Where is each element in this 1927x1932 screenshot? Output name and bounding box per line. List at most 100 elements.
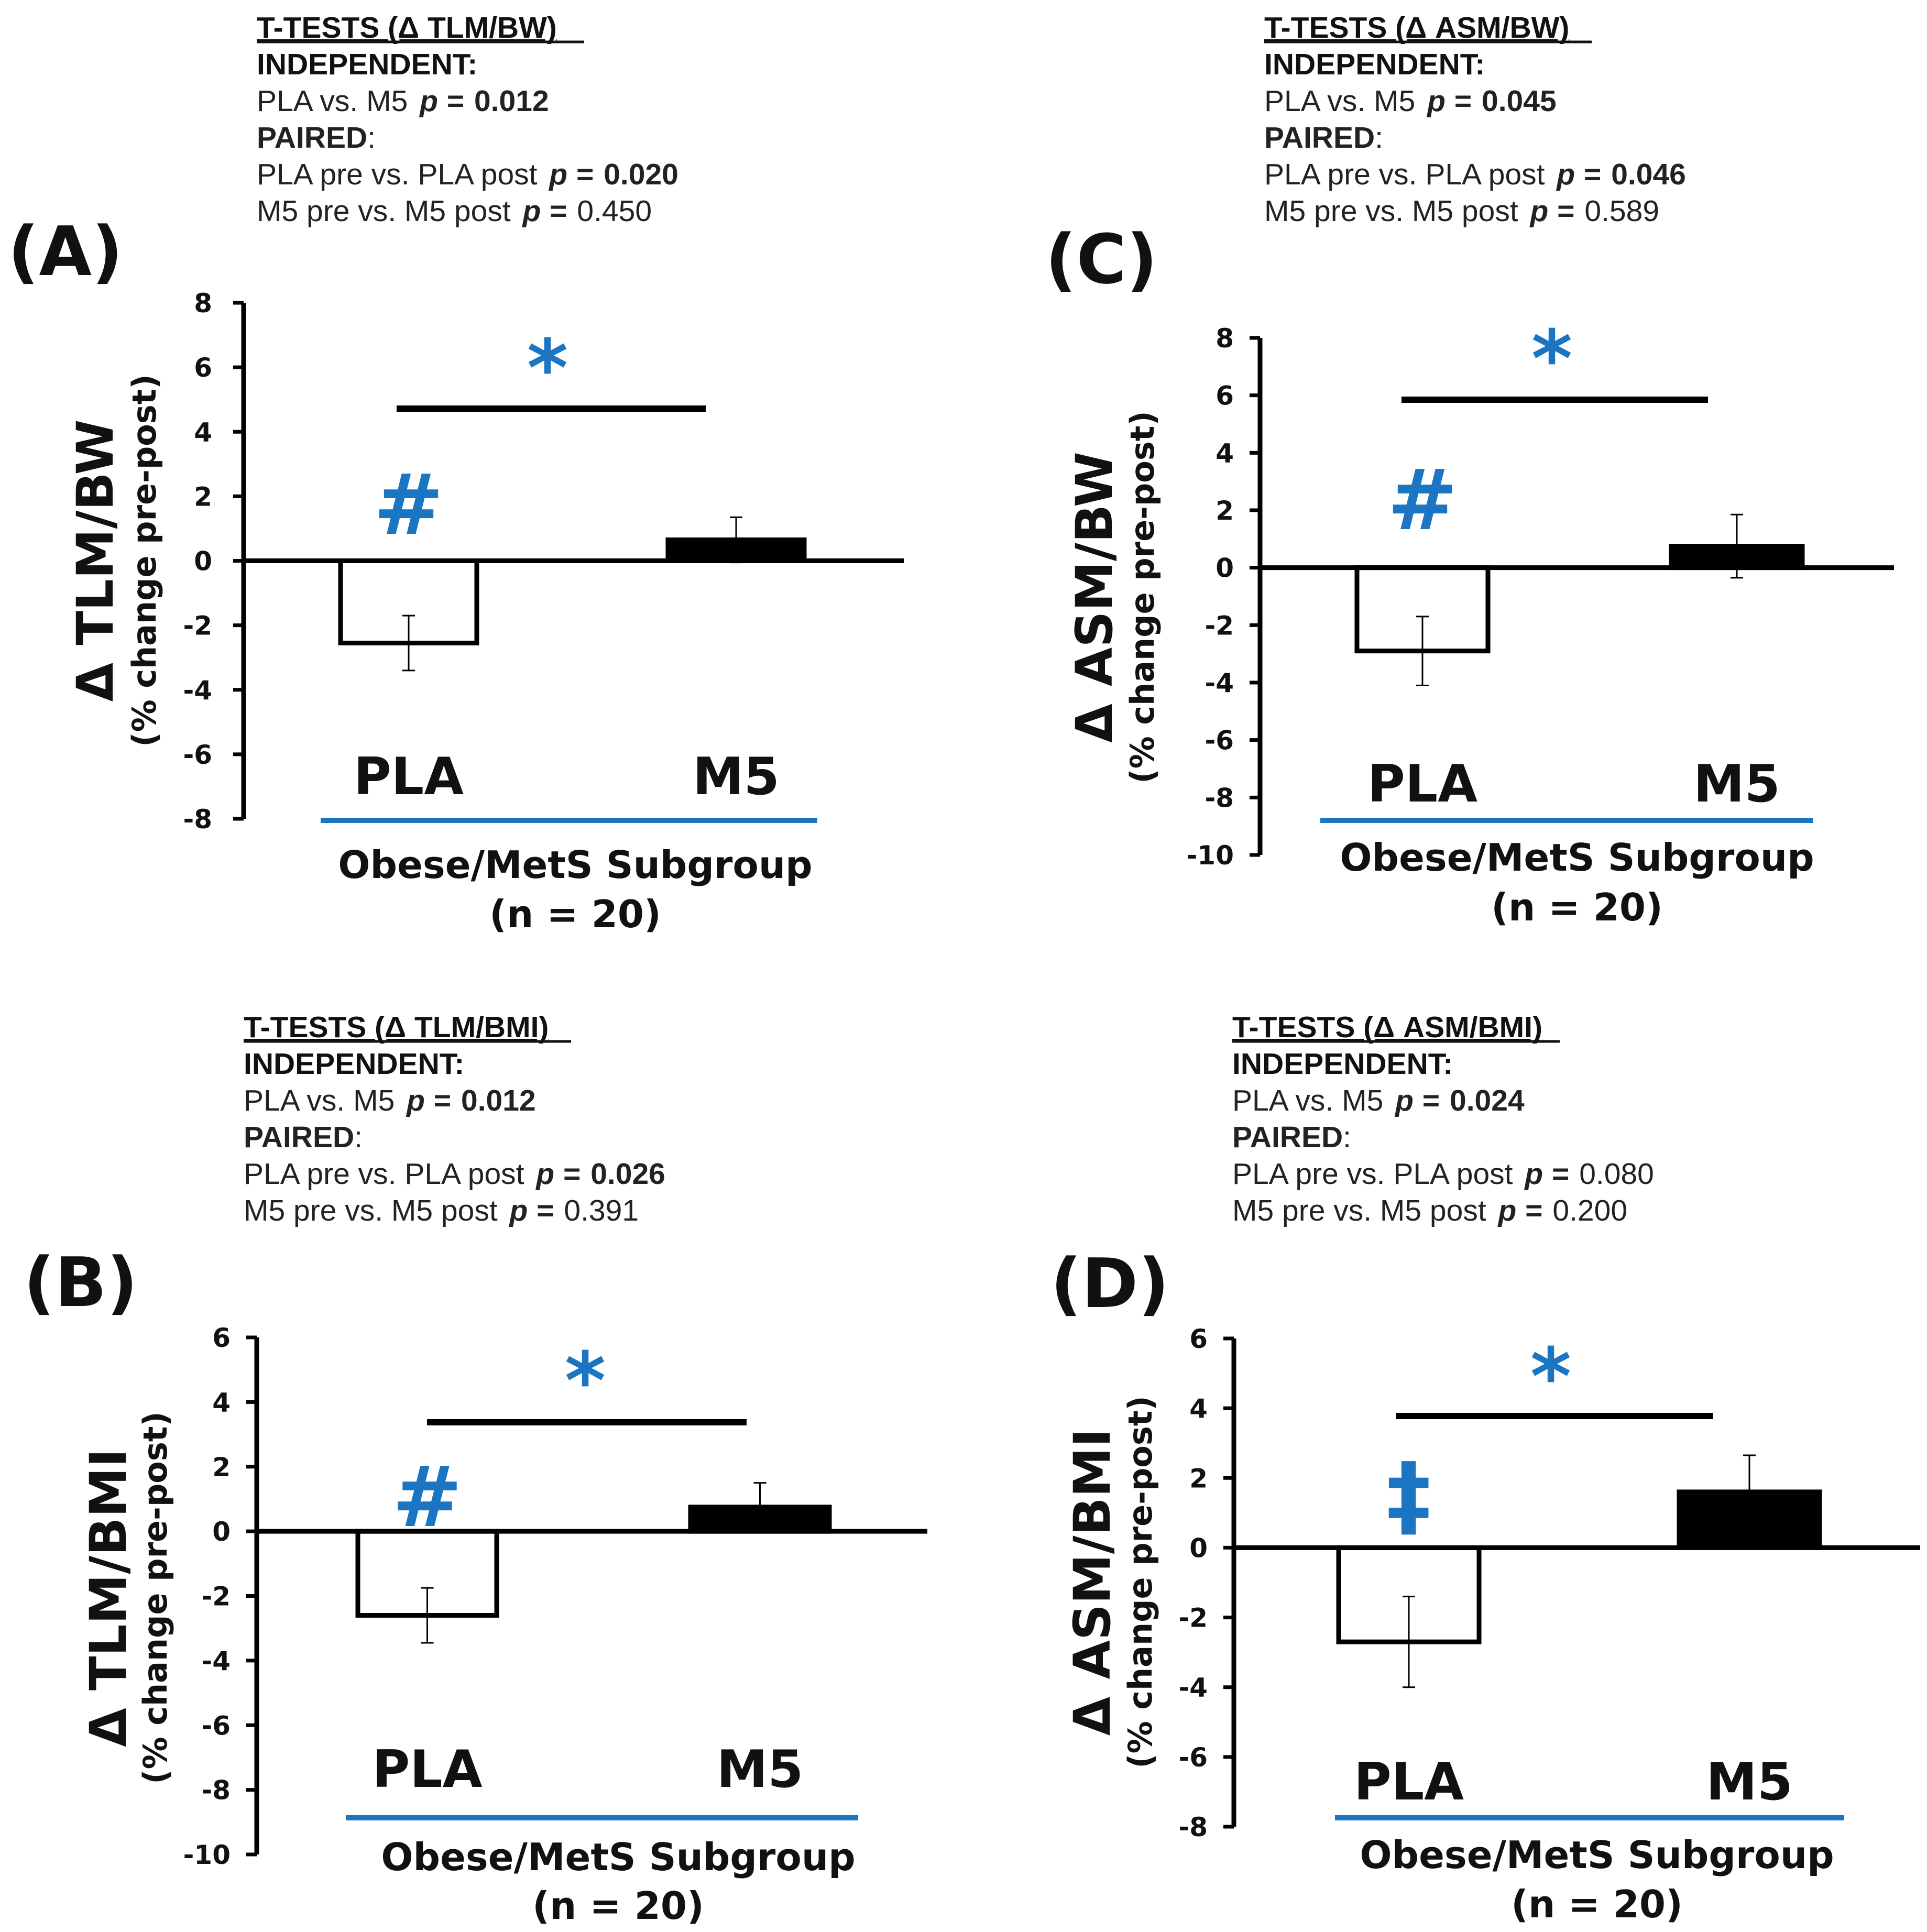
p-value: 0.080 [1579, 1157, 1654, 1191]
panel-c: T-TESTS (Δ ASM/BW)INDEPENDENT:PLA vs. M5… [1045, 11, 1894, 929]
comparison: PLA vs. M5 [1264, 84, 1415, 118]
comparison: M5 pre vs. M5 post [1232, 1194, 1486, 1227]
y-tick-label: 0 [194, 546, 212, 577]
y-tick-label: -2 [201, 1582, 231, 1612]
within-group-marker: ‡ [1387, 1444, 1431, 1547]
panel-label: (A) [8, 212, 123, 291]
x-axis-sample-size: (n = 20) [489, 892, 661, 936]
p-label: p = [1524, 1157, 1569, 1191]
paired-label-text: PAIRED [244, 1121, 354, 1154]
stats-title: T-TESTS (Δ ASM/BMI) [1232, 1011, 1542, 1044]
y-tick-label: 8 [194, 288, 212, 319]
paired-colon: : [354, 1121, 363, 1154]
paired-row: PLA pre vs. PLA post p = 0.046 [1264, 158, 1686, 191]
within-group-marker: # [392, 1448, 462, 1546]
comparison: M5 pre vs. M5 post [244, 1194, 498, 1227]
category-label-m5: M5 [1693, 754, 1780, 814]
y-tick-label: 0 [1216, 553, 1234, 584]
y-tick-label: 6 [194, 353, 212, 383]
comparison: PLA vs. M5 [257, 84, 408, 118]
stats-title: T-TESTS (Δ TLM/BW) [257, 11, 557, 45]
p-label: p = [419, 84, 464, 118]
y-axis-sublabel: (% change pre-post) [136, 1411, 174, 1784]
p-label: p = [535, 1157, 580, 1191]
y-tick-label: -8 [1178, 1812, 1208, 1842]
paired-colon: : [1375, 121, 1383, 155]
stats-block: T-TESTS (Δ TLM/BW)INDEPENDENT:PLA vs. M5… [257, 11, 678, 228]
y-tick-label: 4 [1189, 1393, 1208, 1424]
y-axis-label: Δ TLM/BW [66, 420, 125, 702]
y-axis-label: Δ ASM/BMI [1063, 1429, 1122, 1736]
panel-d: T-TESTS (Δ ASM/BMI)INDEPENDENT:PLA vs. M… [1050, 1011, 1920, 1926]
y-tick-label: 0 [1189, 1533, 1208, 1563]
y-axis-sublabel: (% change pre-post) [1123, 411, 1162, 784]
comparison: PLA vs. M5 [1232, 1084, 1383, 1117]
y-tick-label: 2 [212, 1452, 231, 1483]
stats-block: T-TESTS (Δ TLM/BMI)INDEPENDENT:PLA vs. M… [244, 1011, 665, 1227]
y-tick-label: -4 [183, 675, 212, 706]
y-tick-label: -2 [183, 611, 212, 641]
y-tick-label: 2 [1216, 496, 1234, 526]
significance-star: * [1530, 1332, 1571, 1423]
y-tick-label: -6 [201, 1710, 231, 1741]
p-value: 0.045 [1482, 84, 1557, 118]
paired-colon: : [1343, 1121, 1351, 1154]
p-label: p = [548, 158, 593, 191]
y-tick-label: 8 [1216, 323, 1234, 354]
p-value: 0.024 [1450, 1084, 1525, 1117]
y-tick-label: -8 [201, 1775, 231, 1806]
p-value: 0.391 [564, 1194, 639, 1227]
category-label-pla: PLA [1354, 1752, 1464, 1812]
p-label: p = [521, 194, 566, 228]
paired-label: PAIRED: [1264, 121, 1383, 155]
paired-row: M5 pre vs. M5 post p = 0.589 [1264, 194, 1659, 228]
paired-label: PAIRED: [1232, 1121, 1351, 1154]
y-axis-label: Δ TLM/BMI [79, 1448, 138, 1747]
p-label: p = [1529, 194, 1574, 228]
paired-row: M5 pre vs. M5 post p = 0.200 [1232, 1194, 1627, 1227]
paired-row: M5 pre vs. M5 post p = 0.391 [244, 1194, 639, 1227]
y-tick-label: -8 [1205, 783, 1234, 813]
y-tick-label: -8 [183, 804, 212, 835]
independent-row: PLA vs. M5 p = 0.012 [244, 1084, 536, 1117]
y-tick-label: 4 [194, 417, 212, 447]
paired-label: PAIRED: [244, 1121, 363, 1154]
panel-b: T-TESTS (Δ TLM/BMI)INDEPENDENT:PLA vs. M… [24, 1011, 927, 1928]
stats-title: T-TESTS (Δ TLM/BMI) [244, 1011, 549, 1044]
x-axis-label: Obese/MetS Subgroup [1340, 836, 1814, 880]
y-tick-label: -10 [183, 1840, 231, 1870]
paired-label: PAIRED: [257, 121, 376, 155]
y-tick-label: -2 [1205, 610, 1234, 641]
y-tick-label: 0 [212, 1517, 231, 1547]
y-axis-sublabel: (% change pre-post) [125, 374, 163, 747]
y-tick-label: 6 [1216, 381, 1234, 411]
y-tick-label: 2 [194, 481, 212, 512]
p-value: 0.046 [1611, 158, 1686, 191]
comparison: PLA pre vs. PLA post [257, 158, 538, 191]
comparison: PLA vs. M5 [244, 1084, 395, 1117]
comparison: PLA pre vs. PLA post [1264, 158, 1545, 191]
y-tick-label: -6 [183, 740, 212, 770]
stats-block: T-TESTS (Δ ASM/BW)INDEPENDENT:PLA vs. M5… [1264, 11, 1686, 228]
panel-a: T-TESTS (Δ TLM/BW)INDEPENDENT:PLA vs. M5… [8, 11, 904, 936]
y-tick-label: 4 [212, 1387, 231, 1418]
y-tick-label: 4 [1216, 438, 1234, 468]
p-value: 0.012 [461, 1084, 536, 1117]
y-tick-label: 2 [1189, 1463, 1208, 1494]
p-value: 0.026 [590, 1157, 665, 1191]
stats-block: T-TESTS (Δ ASM/BMI)INDEPENDENT:PLA vs. M… [1232, 1011, 1654, 1227]
panel-label: (D) [1050, 1244, 1169, 1323]
independent-row: PLA vs. M5 p = 0.012 [257, 84, 549, 118]
comparison: M5 pre vs. M5 post [257, 194, 511, 228]
within-group-marker: # [1387, 451, 1458, 549]
x-axis-sample-size: (n = 20) [532, 1884, 704, 1928]
y-tick-label: 6 [1189, 1324, 1208, 1354]
y-tick-label: -10 [1187, 840, 1234, 871]
significance-star: * [1531, 314, 1572, 405]
p-value: 0.012 [474, 84, 549, 118]
category-label-m5: M5 [1706, 1752, 1793, 1812]
y-tick-label: -2 [1178, 1603, 1208, 1633]
p-label: p = [406, 1084, 451, 1117]
y-tick-label: 6 [212, 1323, 231, 1353]
y-tick-label: -4 [1178, 1673, 1208, 1703]
